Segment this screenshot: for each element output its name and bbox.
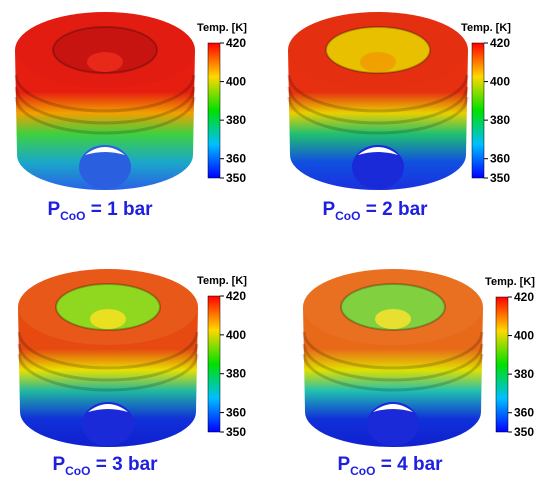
label-rest: = 3 bar — [90, 454, 158, 475]
label-sub: CoO — [60, 209, 85, 223]
piston — [302, 269, 484, 447]
ring-groove — [287, 96, 469, 135]
colorbar-tick-label: 420 — [490, 36, 510, 50]
label-rest: = 1 bar — [85, 199, 153, 220]
pin-hole-highlight — [358, 147, 398, 155]
piston-recess — [325, 26, 431, 74]
panel-label: PCoO = 2 bar — [322, 199, 428, 223]
colorbar-tick-label: 400 — [226, 75, 246, 89]
panel-label: PCoO = 1 bar — [47, 199, 153, 223]
ring-groove — [302, 343, 484, 382]
pin-hole-highlight — [373, 404, 413, 412]
colorbar-tick-label: 360 — [514, 406, 534, 420]
colorbar-title: Temp. [K] — [197, 275, 247, 287]
pin-hole — [367, 402, 419, 446]
pin-hole-highlight — [88, 404, 128, 412]
colorbar — [495, 296, 509, 433]
piston-body — [288, 50, 468, 190]
colorbar-title: Temp. [K] — [461, 22, 511, 34]
colorbar-tick-label: 400 — [514, 329, 534, 343]
panel-label: PCoO = 4 bar — [337, 454, 443, 478]
colorbar-tick-label: 420 — [514, 290, 534, 304]
piston-dome — [360, 52, 396, 72]
colorbar-tick-label: 420 — [226, 289, 246, 303]
piston — [17, 269, 199, 447]
ring-groove — [14, 86, 196, 125]
ring-groove — [17, 343, 199, 382]
label-sub: CoO — [335, 209, 360, 223]
label-main: P — [322, 199, 335, 220]
label-rest: = 4 bar — [375, 454, 443, 475]
colorbar-tick-label: 360 — [226, 406, 246, 420]
ring-groove — [287, 74, 469, 113]
colorbar — [207, 295, 221, 433]
piston-recess — [52, 26, 158, 74]
ring-groove — [302, 331, 484, 370]
piston-recess — [340, 283, 446, 331]
pin-hole-highlight — [85, 147, 125, 155]
colorbar-tick-label: 350 — [226, 425, 246, 439]
pin-hole — [352, 145, 404, 189]
colorbar — [471, 42, 485, 179]
label-main: P — [337, 454, 350, 475]
label-rest: = 2 bar — [360, 199, 428, 220]
piston-body — [303, 307, 483, 447]
colorbar-tick-label: 380 — [490, 113, 510, 127]
panel-label: PCoO = 3 bar — [52, 454, 158, 478]
ring-groove — [14, 74, 196, 113]
colorbar-tick-label: 420 — [226, 36, 246, 50]
ring-groove — [287, 86, 469, 125]
colorbar-title: Temp. [K] — [485, 276, 535, 288]
pin-hole — [82, 402, 134, 446]
piston-body — [15, 50, 195, 190]
colorbar-title: Temp. [K] — [197, 22, 247, 34]
ring-groove — [302, 353, 484, 392]
colorbar-tick-label: 350 — [490, 171, 510, 185]
piston-recess — [55, 283, 161, 331]
ring-groove — [14, 96, 196, 135]
ring-groove — [17, 353, 199, 392]
colorbar-tick-label: 400 — [226, 328, 246, 342]
pin-hole — [79, 145, 131, 189]
label-main: P — [52, 454, 65, 475]
piston-dome — [375, 309, 411, 329]
label-sub: CoO — [65, 464, 90, 478]
colorbar-tick-label: 350 — [226, 171, 246, 185]
colorbar-tick-label: 350 — [514, 425, 534, 439]
piston-dome — [90, 309, 126, 329]
colorbar-tick-label: 360 — [226, 152, 246, 166]
piston — [287, 12, 469, 190]
colorbar-tick-label: 380 — [226, 367, 246, 381]
label-main: P — [47, 199, 60, 220]
colorbar — [207, 42, 221, 179]
colorbar-tick-label: 400 — [490, 75, 510, 89]
colorbar-tick-label: 380 — [514, 367, 534, 381]
label-sub: CoO — [350, 464, 375, 478]
piston — [14, 12, 196, 190]
piston-dome — [87, 52, 123, 72]
piston-body — [18, 307, 198, 447]
colorbar-tick-label: 380 — [226, 113, 246, 127]
colorbar-tick-label: 360 — [490, 152, 510, 166]
ring-groove — [17, 331, 199, 370]
